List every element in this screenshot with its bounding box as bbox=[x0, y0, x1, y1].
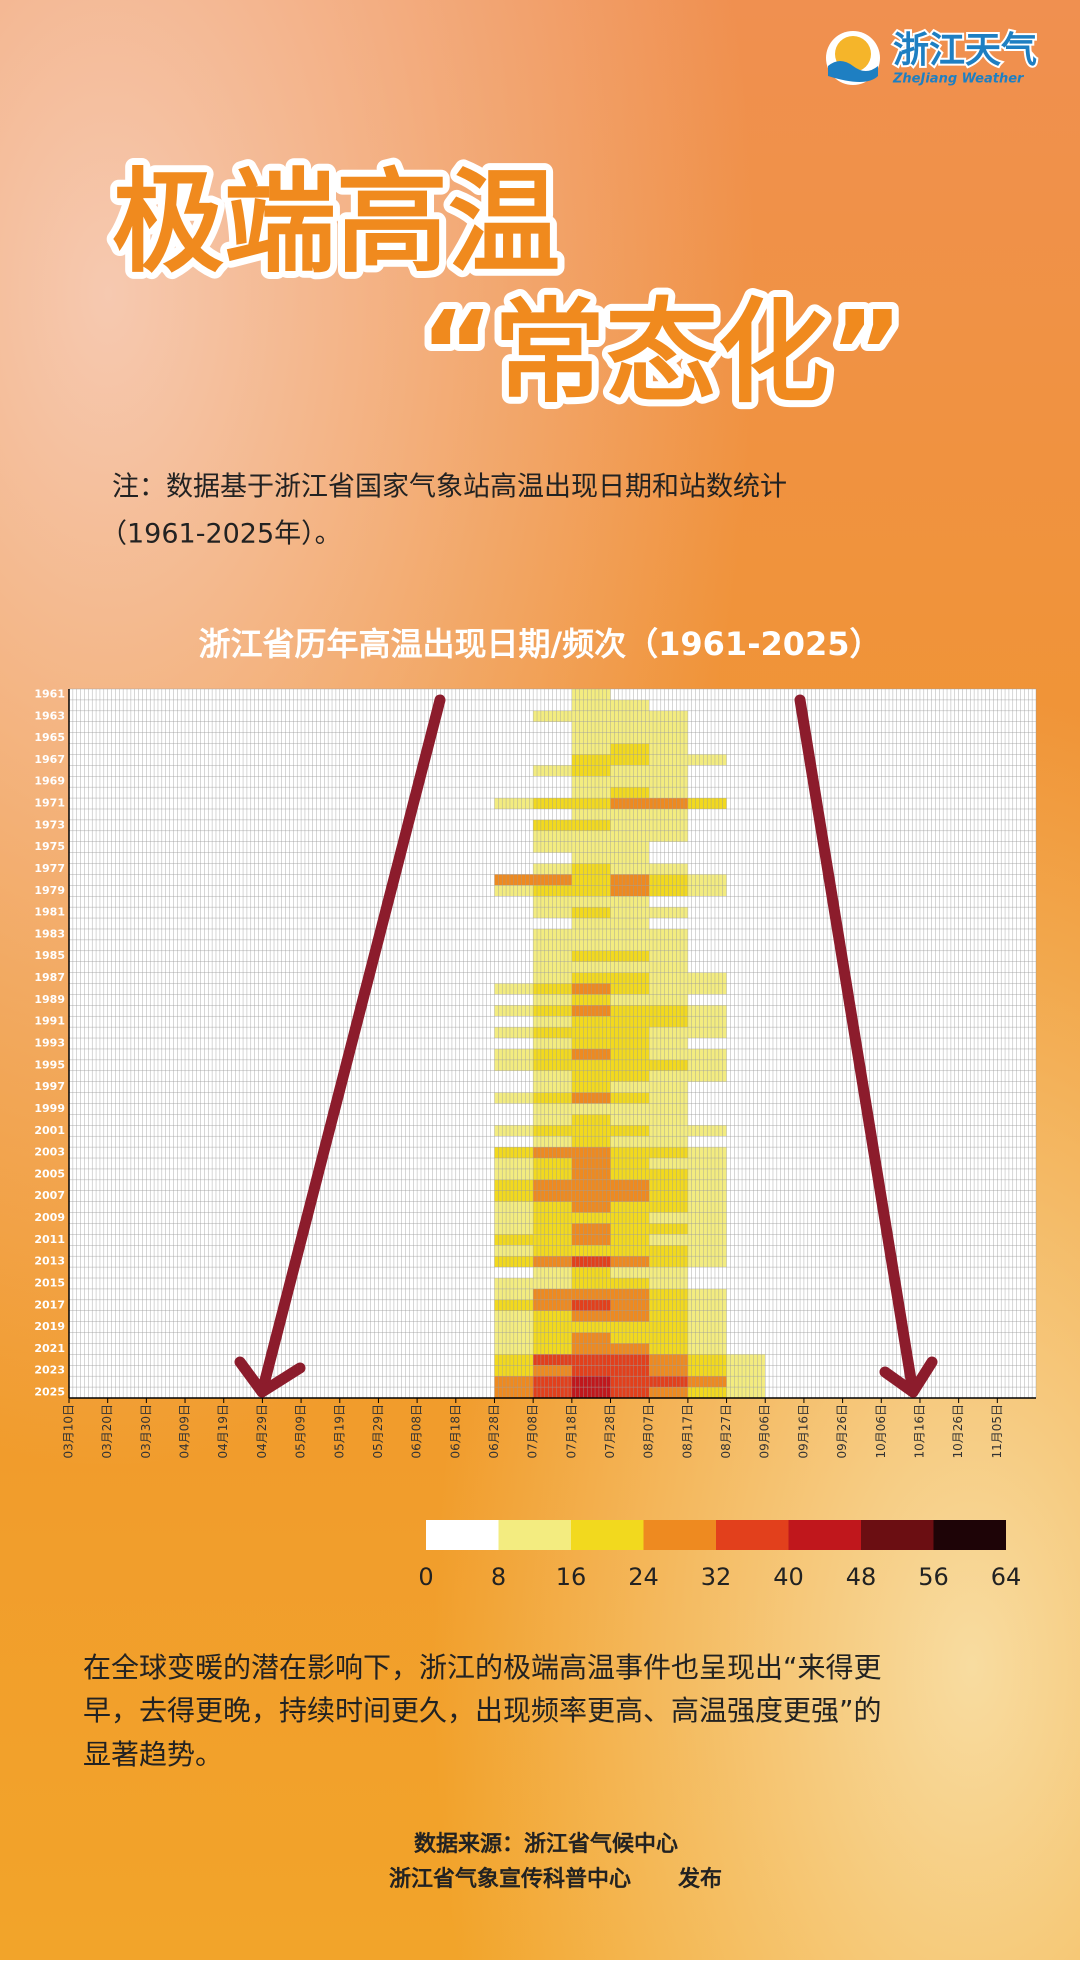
y-tick-label: 1981 bbox=[34, 906, 65, 919]
colorbar-tick-label: 32 bbox=[701, 1563, 732, 1591]
y-tick-label: 1989 bbox=[34, 993, 65, 1006]
colorbar-tick-label: 8 bbox=[491, 1563, 506, 1591]
title: 极端高温 bbox=[112, 158, 560, 288]
logo-subtext: ZheJiang Weather bbox=[892, 72, 1025, 87]
heatmap: 1961 1963 1965 1967 1969 1971 1973 1975 1977 1979… bbox=[34, 687, 1037, 1591]
colorbar-tick-label: 64 bbox=[991, 1563, 1022, 1591]
y-tick-label: 2019 bbox=[34, 1320, 65, 1333]
y-tick-label: 1965 bbox=[34, 731, 65, 744]
y-tick-label: 1993 bbox=[34, 1037, 65, 1050]
footer: 发布 bbox=[677, 1866, 722, 1892]
y-tick-label: 1979 bbox=[34, 884, 65, 897]
colorbar-tick-label: 48 bbox=[846, 1563, 877, 1591]
body-text: 在全球变暖的潜在影响下，浙江的极端高温事件也呈现出“来得更 bbox=[83, 1651, 882, 1684]
x-tick-label: 08月17日 bbox=[680, 1404, 694, 1459]
x-tick-label: 07月08日 bbox=[526, 1404, 540, 1459]
x-tick-label: 09月26日 bbox=[835, 1404, 849, 1459]
y-tick-label: 1975 bbox=[34, 840, 65, 853]
x-tick-label: 07月28日 bbox=[603, 1404, 617, 1459]
x-tick-label: 05月19日 bbox=[332, 1404, 346, 1459]
y-tick-label: 2001 bbox=[34, 1124, 65, 1137]
logo: 浙江天气 ZheJiang Weather bbox=[826, 28, 1039, 87]
y-tick-label: 2013 bbox=[34, 1255, 65, 1268]
y-tick-label: 1999 bbox=[34, 1102, 65, 1115]
x-tick-label: 07月18日 bbox=[564, 1404, 578, 1459]
y-tick-label: 2005 bbox=[34, 1167, 65, 1180]
title: “常态化” bbox=[420, 288, 903, 418]
y-tick-label: 1977 bbox=[34, 862, 65, 875]
colorbar-tick-label: 0 bbox=[418, 1563, 433, 1591]
x-tick-label: 03月10日 bbox=[62, 1404, 76, 1459]
x-tick-label: 03月20日 bbox=[100, 1404, 114, 1459]
y-tick-label: 1963 bbox=[34, 709, 65, 722]
y-tick-label: 1997 bbox=[34, 1080, 65, 1093]
colorbar-tick-label: 56 bbox=[918, 1563, 949, 1591]
y-tick-label: 1969 bbox=[34, 775, 65, 788]
x-tick-label: 09月16日 bbox=[796, 1404, 810, 1459]
colorbar-swatch bbox=[716, 1520, 789, 1550]
chart-title: 浙江省历年高温出现日期/频次（1961-2025） bbox=[198, 625, 881, 663]
colorbar-swatch bbox=[933, 1520, 1006, 1550]
colorbar-swatch bbox=[571, 1520, 644, 1550]
x-tick-label: 08月27日 bbox=[719, 1404, 733, 1459]
y-tick-label: 1987 bbox=[34, 971, 65, 984]
x-tick-label: 09月06日 bbox=[758, 1404, 772, 1459]
y-tick-label: 1991 bbox=[34, 1015, 65, 1028]
x-tick-label: 06月28日 bbox=[487, 1404, 501, 1459]
note: （1961-2025年）。 bbox=[100, 519, 342, 550]
logo-text: 浙江天气 bbox=[893, 30, 1037, 71]
y-tick-label: 2015 bbox=[34, 1276, 65, 1289]
y-tick-label: 2017 bbox=[34, 1298, 65, 1311]
y-tick-label: 2021 bbox=[34, 1342, 65, 1355]
x-tick-label: 11月05日 bbox=[990, 1404, 1004, 1459]
x-tick-label: 06月08日 bbox=[410, 1404, 424, 1459]
trend-arrows bbox=[234, 694, 938, 1398]
y-tick-label: 2009 bbox=[34, 1211, 65, 1224]
x-tick-label: 06月18日 bbox=[448, 1404, 462, 1459]
y-tick-label: 1967 bbox=[34, 753, 65, 766]
body-text: 早，去得更晚，持续时间更久，出现频率更高、高温强度更强”的 bbox=[83, 1694, 882, 1727]
footer: 浙江省气象宣传科普中心 bbox=[389, 1866, 631, 1892]
x-tick-label: 04月19日 bbox=[216, 1404, 230, 1459]
x-tick-label: 08月07日 bbox=[642, 1404, 656, 1459]
y-tick-label: 1971 bbox=[34, 797, 65, 810]
y-tick-label: 1973 bbox=[34, 818, 65, 831]
x-tick-label: 03月30日 bbox=[139, 1404, 153, 1459]
x-tick-label: 10月06日 bbox=[874, 1404, 888, 1459]
x-tick-label: 04月09日 bbox=[178, 1404, 192, 1459]
y-tick-label: 2003 bbox=[34, 1146, 65, 1159]
colorbar-tick-label: 40 bbox=[773, 1563, 804, 1591]
x-tick-label: 04月29日 bbox=[255, 1404, 269, 1459]
y-tick-label: 1983 bbox=[34, 927, 65, 940]
x-tick-label: 05月09日 bbox=[294, 1404, 308, 1459]
body-text: 显著趋势。 bbox=[83, 1738, 223, 1771]
y-tick-label: 1995 bbox=[34, 1058, 65, 1071]
colorbar-swatch bbox=[788, 1520, 861, 1550]
y-tick-label: 1985 bbox=[34, 949, 65, 962]
colorbar-swatch bbox=[498, 1520, 571, 1550]
y-tick-label: 2007 bbox=[34, 1189, 65, 1202]
colorbar-swatch bbox=[643, 1520, 716, 1550]
footer: 数据来源：浙江省气候中心 bbox=[414, 1831, 678, 1857]
colorbar-swatch bbox=[861, 1520, 934, 1550]
note: 注：数据基于浙江省国家气象站高温出现日期和站数统计 bbox=[112, 472, 787, 503]
x-tick-label: 10月26日 bbox=[951, 1404, 965, 1459]
colorbar-tick-label: 16 bbox=[556, 1563, 587, 1591]
x-tick-label: 05月29日 bbox=[371, 1404, 385, 1459]
x-tick-label: 10月16日 bbox=[912, 1404, 926, 1459]
y-tick-label: 2011 bbox=[34, 1233, 65, 1246]
colorbar-tick-label: 24 bbox=[628, 1563, 659, 1591]
colorbar-swatch bbox=[426, 1520, 499, 1550]
y-tick-label: 2025 bbox=[34, 1386, 65, 1399]
y-tick-label: 2023 bbox=[34, 1364, 65, 1377]
y-tick-label: 1961 bbox=[34, 687, 65, 700]
